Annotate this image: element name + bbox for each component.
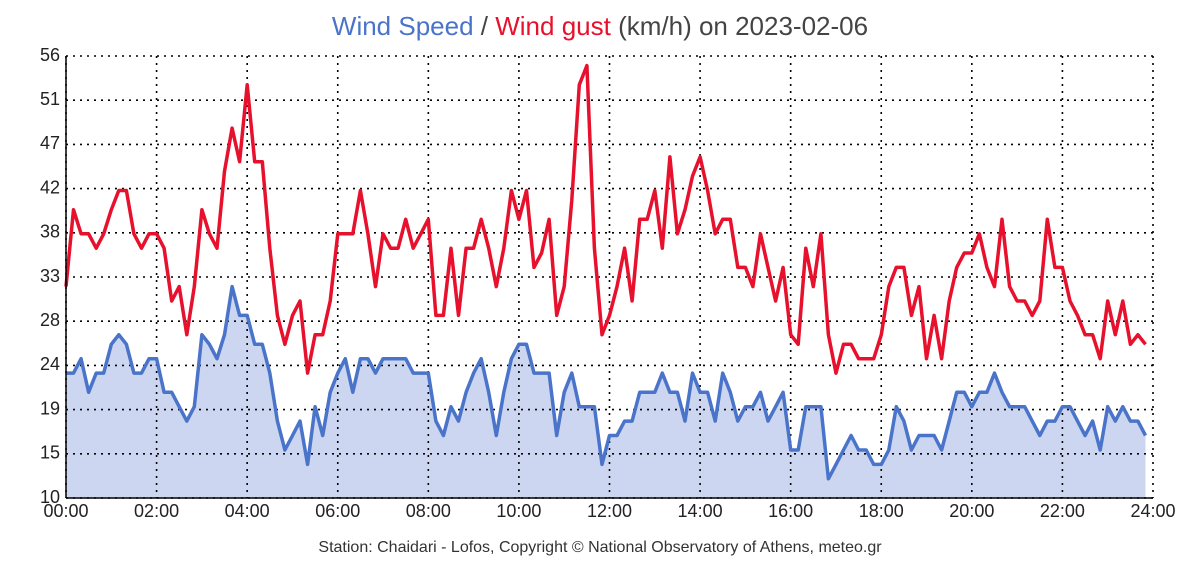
x-tick-label: 04:00 bbox=[225, 501, 270, 521]
y-tick-label: 15 bbox=[40, 443, 60, 463]
y-tick-label: 42 bbox=[40, 177, 60, 197]
y-tick-label: 28 bbox=[40, 310, 60, 330]
y-tick-label: 33 bbox=[40, 266, 60, 286]
x-tick-label: 20:00 bbox=[949, 501, 994, 521]
x-tick-label: 24:00 bbox=[1130, 501, 1175, 521]
y-tick-label: 51 bbox=[40, 89, 60, 109]
footer: Station: Chaidari - Lofos, Copyright © N… bbox=[318, 539, 882, 556]
x-tick-label: 12:00 bbox=[587, 501, 632, 521]
y-tick-label: 47 bbox=[40, 133, 60, 153]
x-tick-label: 18:00 bbox=[859, 501, 904, 521]
x-tick-label: 22:00 bbox=[1040, 501, 1085, 521]
y-tick-label: 38 bbox=[40, 222, 60, 242]
x-tick-label: 08:00 bbox=[406, 501, 451, 521]
y-tick-label: 19 bbox=[40, 398, 60, 418]
x-tick-label: 02:00 bbox=[134, 501, 179, 521]
area bbox=[66, 286, 1146, 498]
x-tick-label: 14:00 bbox=[678, 501, 723, 521]
x-tick-label: 16:00 bbox=[768, 501, 813, 521]
line bbox=[64, 63, 1147, 375]
y-tick-label: 10 bbox=[40, 487, 60, 507]
y-tick-label: 24 bbox=[40, 354, 60, 374]
chart-title: Wind Speed / Wind gust (km/h) on 2023-02… bbox=[332, 11, 868, 41]
x-tick-label: 00:00 bbox=[43, 501, 88, 521]
x-tick-label: 06:00 bbox=[315, 501, 360, 521]
y-tick-label: 56 bbox=[40, 45, 60, 65]
x-tick-label: 10:00 bbox=[496, 501, 541, 521]
line bbox=[66, 284, 1148, 481]
